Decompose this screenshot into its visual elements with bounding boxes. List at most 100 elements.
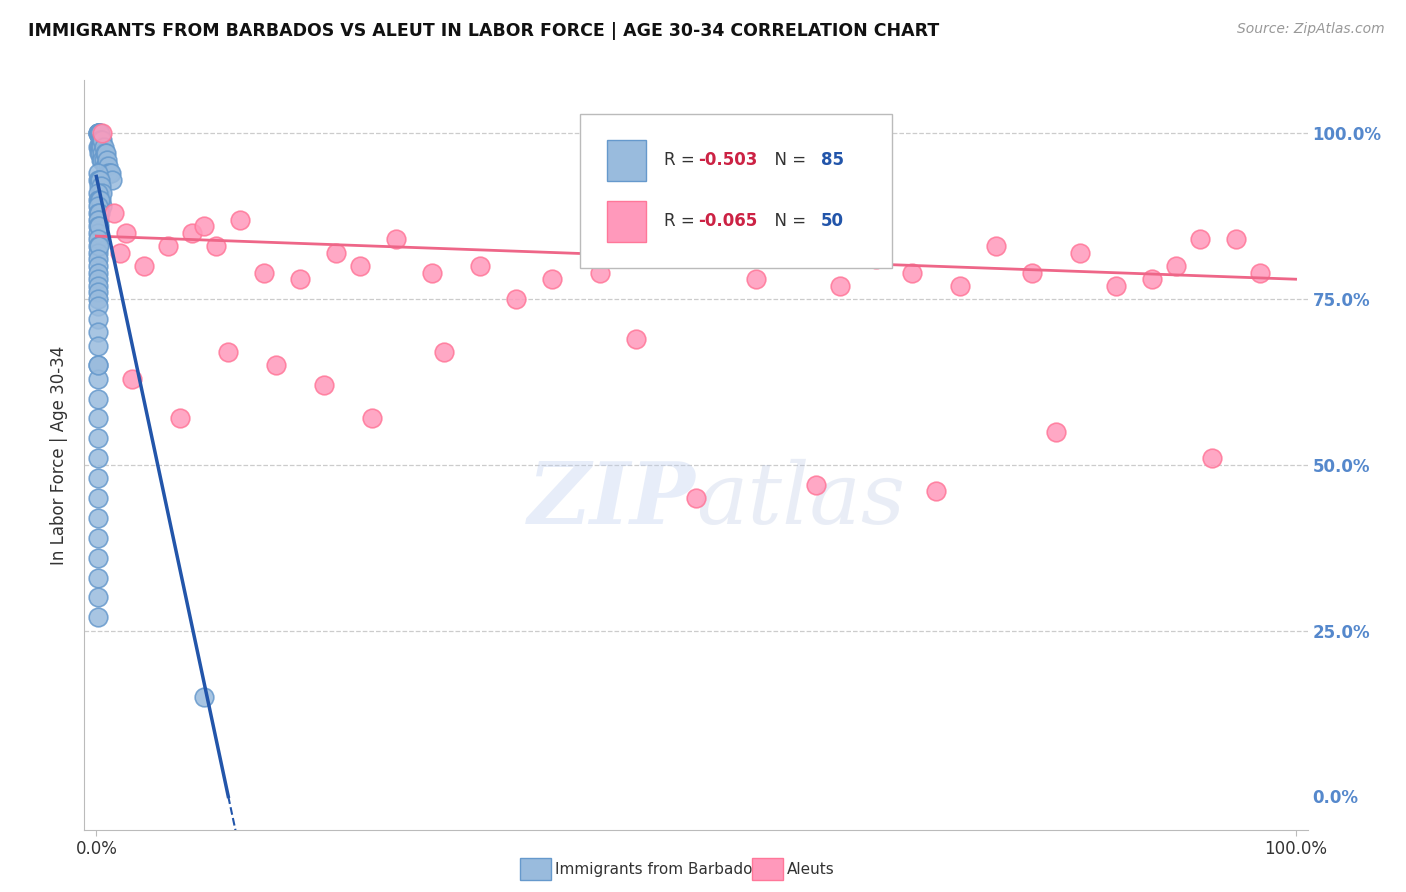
Text: ZIP: ZIP [529,458,696,541]
Point [87,219,110,234]
Point [828,278,851,293]
Point [505,292,527,306]
Point [1105,278,1128,293]
Point [86,173,108,187]
Point [86,199,108,213]
Text: N =: N = [765,212,811,230]
Point [91,146,114,161]
Point [87,199,110,213]
Point [86,299,108,313]
Point [1164,259,1187,273]
Point [87,193,110,207]
Point [86,571,108,585]
Point [314,378,336,392]
Point [865,252,887,267]
Point [100,166,122,180]
Point [804,477,827,491]
Point [86,392,108,406]
Point [420,266,443,280]
Point [86,471,108,485]
Point [169,411,191,425]
Point [86,259,108,273]
Point [98,166,121,180]
Point [86,338,108,352]
Point [86,372,108,386]
Point [91,153,114,167]
Point [181,226,204,240]
Point [1188,232,1211,246]
Point [89,186,111,200]
Text: -0.503: -0.503 [699,152,758,169]
Point [89,139,111,153]
Point [89,206,111,220]
Point [86,139,108,153]
Point [541,272,564,286]
Point [101,173,124,187]
Point [87,206,110,220]
Point [86,232,108,246]
Point [925,484,948,499]
Text: Immigrants from Barbados: Immigrants from Barbados [555,863,761,877]
Point [433,345,456,359]
Point [90,193,112,207]
Text: atlas: atlas [696,458,905,541]
Point [589,266,612,280]
Point [91,126,114,140]
Point [90,133,112,147]
Point [110,245,132,260]
Point [91,186,114,200]
Point [93,153,115,167]
Text: -0.065: -0.065 [699,212,758,230]
Point [94,146,117,161]
Point [86,126,108,140]
Point [86,212,108,227]
Point [1201,451,1223,466]
Point [87,173,110,187]
Point [103,206,125,220]
Point [685,491,707,505]
Point [87,126,110,140]
Point [93,160,117,174]
Point [86,285,108,300]
FancyBboxPatch shape [579,114,891,268]
Point [87,179,110,194]
Point [86,166,108,180]
Point [1140,272,1163,286]
Point [86,272,108,286]
Point [205,239,228,253]
Point [193,219,215,234]
Point [745,272,768,286]
Point [94,160,117,174]
Point [90,153,112,167]
Point [89,133,111,147]
Point [87,146,110,161]
Point [86,325,108,339]
Point [86,193,108,207]
Point [86,451,108,466]
Point [468,259,491,273]
Point [86,591,108,605]
Point [86,226,108,240]
Point [349,259,371,273]
Point [93,146,117,161]
Point [1249,266,1271,280]
Point [661,219,683,234]
Point [86,266,108,280]
Point [134,259,156,273]
Point [86,186,108,200]
Point [86,411,108,425]
Point [86,252,108,267]
Point [780,232,803,246]
Point [86,292,108,306]
Point [157,239,180,253]
Point [86,359,108,373]
Point [121,372,143,386]
Point [90,179,112,194]
Point [217,345,239,359]
Point [86,278,108,293]
Point [1225,232,1247,246]
Point [624,332,647,346]
Point [91,199,114,213]
Text: 85: 85 [821,152,844,169]
Point [89,146,111,161]
